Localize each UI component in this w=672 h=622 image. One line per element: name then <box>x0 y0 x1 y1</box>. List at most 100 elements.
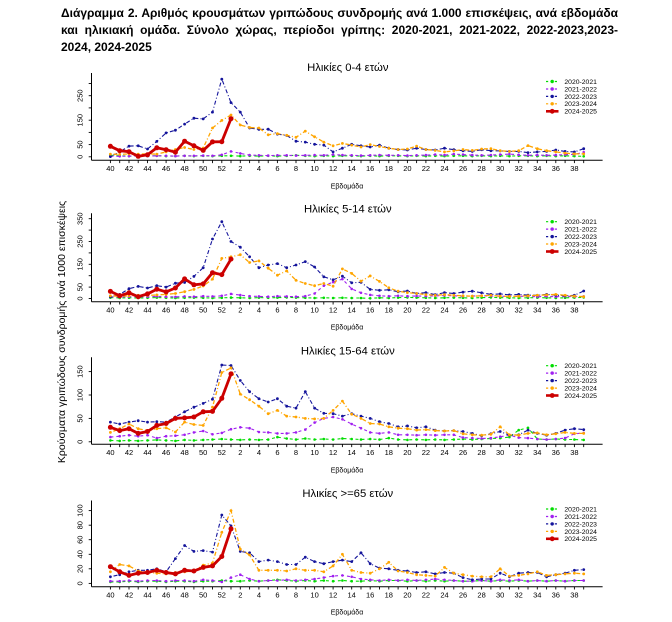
svg-text:2020-2021: 2020-2021 <box>564 219 597 226</box>
svg-text:44: 44 <box>143 448 151 457</box>
svg-text:40: 40 <box>106 164 114 173</box>
svg-text:2022-2023: 2022-2023 <box>564 378 597 385</box>
svg-text:44: 44 <box>143 164 151 173</box>
svg-text:2024-2025: 2024-2025 <box>564 109 597 116</box>
svg-text:24: 24 <box>440 448 448 457</box>
svg-text:100: 100 <box>75 504 84 517</box>
svg-text:38: 38 <box>570 164 578 173</box>
svg-text:6: 6 <box>275 448 279 457</box>
svg-text:10: 10 <box>310 164 318 173</box>
svg-text:12: 12 <box>329 164 337 173</box>
svg-text:26: 26 <box>459 591 467 600</box>
svg-text:150: 150 <box>75 258 84 271</box>
svg-text:42: 42 <box>125 306 133 315</box>
svg-text:42: 42 <box>125 164 133 173</box>
svg-text:16: 16 <box>366 591 374 600</box>
svg-text:8: 8 <box>294 306 298 315</box>
svg-text:50: 50 <box>75 414 84 422</box>
svg-text:52: 52 <box>218 448 226 457</box>
svg-text:2023-2024: 2023-2024 <box>564 385 597 392</box>
svg-text:36: 36 <box>552 591 560 600</box>
svg-text:12: 12 <box>329 306 337 315</box>
svg-text:Ηλικίες 5-14 ετών: Ηλικίες 5-14 ετών <box>304 203 392 215</box>
svg-text:150: 150 <box>75 114 84 127</box>
svg-text:28: 28 <box>477 306 485 315</box>
svg-text:38: 38 <box>570 448 578 457</box>
svg-text:52: 52 <box>218 591 226 600</box>
svg-text:2: 2 <box>238 164 242 173</box>
svg-text:24: 24 <box>440 306 448 315</box>
svg-text:2021-2022: 2021-2022 <box>564 227 597 234</box>
svg-text:0: 0 <box>75 155 84 159</box>
svg-text:42: 42 <box>125 448 133 457</box>
svg-text:Ηλικίες 0-4 ετών: Ηλικίες 0-4 ετών <box>307 62 389 74</box>
svg-text:40: 40 <box>106 306 114 315</box>
svg-text:12: 12 <box>329 448 337 457</box>
svg-text:26: 26 <box>459 306 467 315</box>
svg-text:2022-2023: 2022-2023 <box>564 234 597 241</box>
svg-text:20: 20 <box>403 306 411 315</box>
svg-text:32: 32 <box>515 591 523 600</box>
svg-text:44: 44 <box>143 306 151 315</box>
svg-text:14: 14 <box>348 448 356 457</box>
svg-text:18: 18 <box>385 164 393 173</box>
svg-text:20: 20 <box>403 164 411 173</box>
svg-text:36: 36 <box>552 164 560 173</box>
svg-text:36: 36 <box>552 448 560 457</box>
svg-text:18: 18 <box>385 448 393 457</box>
svg-text:14: 14 <box>348 306 356 315</box>
svg-text:2024-2025: 2024-2025 <box>564 393 597 400</box>
svg-text:38: 38 <box>570 591 578 600</box>
svg-text:24: 24 <box>440 164 448 173</box>
svg-text:30: 30 <box>496 448 504 457</box>
svg-text:48: 48 <box>180 448 188 457</box>
svg-text:50: 50 <box>199 306 207 315</box>
svg-text:2020-2021: 2020-2021 <box>564 79 597 86</box>
svg-text:42: 42 <box>125 591 133 600</box>
svg-text:4: 4 <box>257 306 261 315</box>
svg-text:40: 40 <box>75 550 84 558</box>
svg-text:16: 16 <box>366 306 374 315</box>
svg-text:6: 6 <box>275 591 279 600</box>
svg-text:32: 32 <box>515 306 523 315</box>
svg-text:34: 34 <box>533 306 541 315</box>
svg-text:0: 0 <box>75 581 84 585</box>
svg-text:4: 4 <box>257 448 261 457</box>
svg-text:34: 34 <box>533 591 541 600</box>
svg-text:50: 50 <box>199 164 207 173</box>
svg-text:50: 50 <box>75 283 84 291</box>
svg-text:Εβδομάδα: Εβδομάδα <box>331 182 364 190</box>
svg-text:44: 44 <box>143 591 151 600</box>
svg-text:2020-2021: 2020-2021 <box>564 363 597 370</box>
svg-text:60: 60 <box>75 536 84 544</box>
svg-text:48: 48 <box>180 306 188 315</box>
svg-text:Εβδομάδα: Εβδομάδα <box>331 324 364 332</box>
svg-text:28: 28 <box>477 591 485 600</box>
svg-text:100: 100 <box>75 389 84 402</box>
svg-text:46: 46 <box>162 164 170 173</box>
svg-text:32: 32 <box>515 164 523 173</box>
svg-text:28: 28 <box>477 448 485 457</box>
svg-text:6: 6 <box>275 306 279 315</box>
svg-text:10: 10 <box>310 448 318 457</box>
svg-text:8: 8 <box>294 591 298 600</box>
svg-text:2024-2025: 2024-2025 <box>564 249 597 256</box>
svg-text:8: 8 <box>294 164 298 173</box>
svg-text:46: 46 <box>162 448 170 457</box>
svg-text:80: 80 <box>75 521 84 529</box>
svg-text:2: 2 <box>238 448 242 457</box>
svg-text:Ηλικίες 15-64 ετών: Ηλικίες 15-64 ετών <box>301 346 395 358</box>
svg-text:46: 46 <box>162 591 170 600</box>
svg-text:30: 30 <box>496 591 504 600</box>
svg-text:50: 50 <box>199 448 207 457</box>
svg-text:2021-2022: 2021-2022 <box>564 371 597 378</box>
svg-text:6: 6 <box>275 164 279 173</box>
svg-text:14: 14 <box>348 591 356 600</box>
svg-text:30: 30 <box>496 306 504 315</box>
svg-text:2: 2 <box>238 306 242 315</box>
svg-text:0: 0 <box>75 440 84 444</box>
svg-text:150: 150 <box>75 365 84 378</box>
svg-text:2023-2024: 2023-2024 <box>564 241 597 248</box>
svg-text:2024-2025: 2024-2025 <box>564 536 597 543</box>
svg-text:26: 26 <box>459 448 467 457</box>
